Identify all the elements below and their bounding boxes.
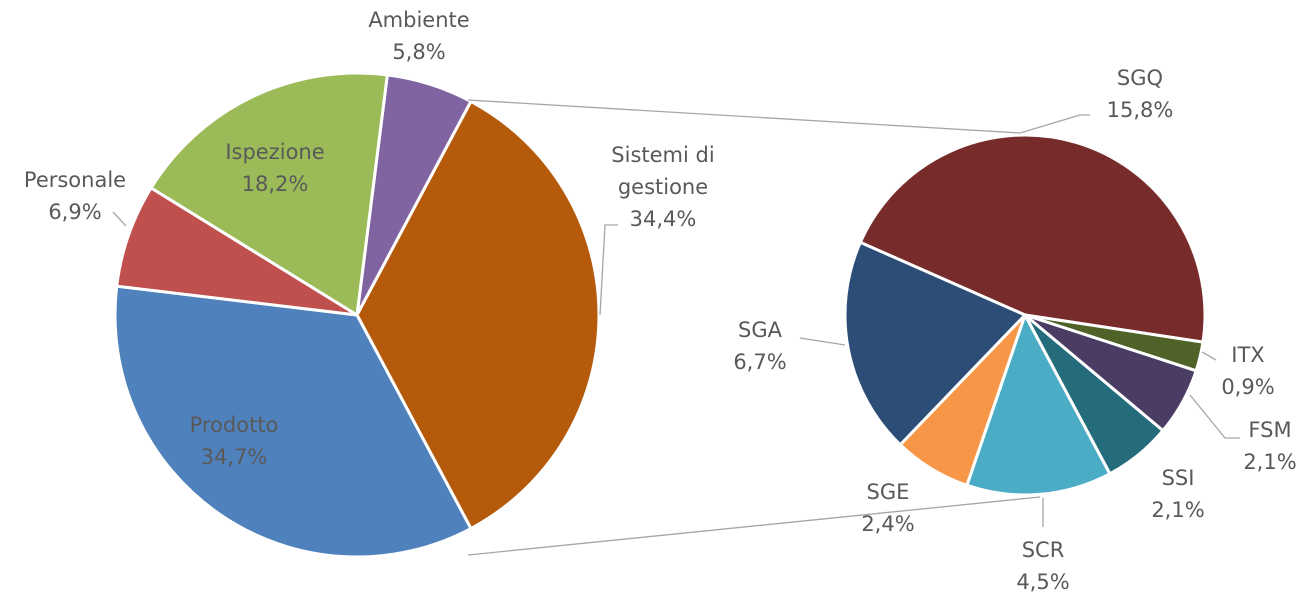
- value-label: 4,5%: [1016, 570, 1070, 594]
- category-name: SGA: [738, 318, 782, 342]
- pie-slice: [355, 99, 601, 531]
- category-name: Prodotto: [189, 413, 279, 437]
- data-label: Personale 6,9%: [24, 164, 126, 228]
- data-label: SGA 6,7%: [733, 314, 786, 378]
- leader-line: [112, 211, 127, 227]
- category-name: Sistemi di gestione: [611, 143, 715, 199]
- category-name: Ambiente: [368, 8, 470, 32]
- pie-slice: [843, 240, 1027, 447]
- value-label: 34,4%: [629, 207, 697, 231]
- data-label: ITX 0,9%: [1221, 339, 1274, 403]
- category-name: SSI: [1161, 466, 1195, 490]
- value-label: 6,9%: [48, 200, 102, 224]
- data-label: SGQ 15,8%: [1107, 62, 1174, 126]
- data-label: SSI 2,1%: [1151, 462, 1204, 526]
- value-label: 2,1%: [1151, 498, 1205, 522]
- value-label: 34,7%: [200, 445, 268, 469]
- leader-line: [599, 224, 618, 316]
- leader-line: [1019, 114, 1090, 134]
- category-name: ITX: [1231, 343, 1265, 367]
- value-label: 2,1%: [1243, 450, 1297, 474]
- category-name: SGQ: [1116, 66, 1164, 90]
- data-label: Ambiente 5,8%: [368, 4, 469, 68]
- category-name: SCR: [1021, 538, 1065, 562]
- value-label: 0,9%: [1221, 375, 1275, 399]
- pie-slice: [149, 71, 389, 317]
- category-name: FSM: [1248, 418, 1292, 442]
- pie-slice: [965, 313, 1112, 497]
- value-label: 15,8%: [1106, 98, 1174, 122]
- data-label: Ispezione 18,2%: [225, 136, 324, 200]
- category-name: Ispezione: [225, 140, 325, 164]
- connector-line: [467, 496, 1041, 556]
- data-label: Prodotto 34,7%: [190, 409, 279, 473]
- category-name: SGE: [866, 480, 910, 504]
- leader-line: [1201, 351, 1217, 361]
- connector-line: [467, 99, 1021, 134]
- pie-slice: [858, 133, 1207, 344]
- pie-slice: [115, 186, 359, 317]
- data-label: SGE 2,4%: [861, 476, 914, 540]
- value-label: 5,8%: [392, 40, 446, 64]
- category-name: Personale: [23, 168, 127, 192]
- data-label: SCR 4,5%: [1016, 534, 1069, 598]
- leader-line: [799, 337, 846, 346]
- value-label: 18,2%: [241, 172, 309, 196]
- leader-line: [1189, 394, 1240, 439]
- value-label: 6,7%: [733, 350, 787, 374]
- data-label: Sistemi di gestione 34,4%: [588, 139, 738, 235]
- data-label: FSM 2,1%: [1243, 414, 1296, 478]
- pie-slice: [113, 284, 473, 559]
- value-label: 2,4%: [861, 512, 915, 536]
